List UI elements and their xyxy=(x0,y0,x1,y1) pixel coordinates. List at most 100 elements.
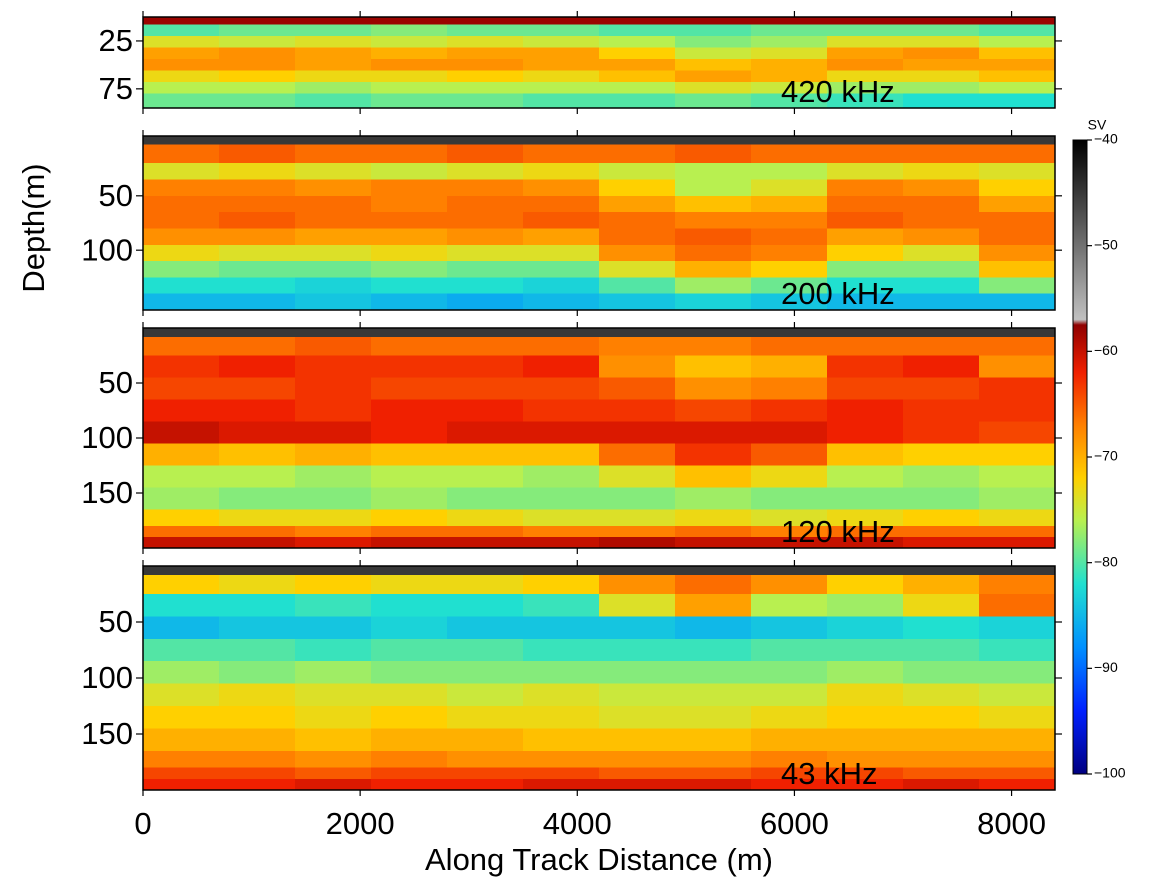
heatmap-cell xyxy=(295,59,372,72)
heatmap-cell xyxy=(523,144,600,164)
heatmap-cell xyxy=(751,526,828,538)
heatmap-cell xyxy=(675,59,752,72)
heatmap-cell xyxy=(903,683,980,707)
heatmap-cell xyxy=(523,574,600,595)
heatmap-cell xyxy=(827,336,904,356)
heatmap-cell xyxy=(599,336,676,356)
heatmap-cell xyxy=(827,594,904,617)
heatmap-cell xyxy=(675,706,752,729)
heatmap-cell xyxy=(447,638,524,662)
heatmap-cell xyxy=(903,706,980,729)
heatmap-cell xyxy=(371,17,448,26)
heatmap-cell xyxy=(219,421,296,444)
heatmap-cell xyxy=(675,24,752,37)
heatmap-cell xyxy=(979,228,1055,246)
heatmap-cell xyxy=(523,179,600,197)
heatmap-cell xyxy=(143,47,220,60)
heatmap-cell xyxy=(599,261,676,278)
heatmap-cell xyxy=(751,36,828,49)
heatmap-cell xyxy=(295,144,372,164)
heatmap-cell xyxy=(979,136,1055,146)
heatmap-cell xyxy=(979,778,1055,790)
heatmap-cell xyxy=(523,594,600,617)
heatmap-cell xyxy=(219,750,296,769)
heatmap-cell xyxy=(295,638,372,662)
heatmap-cell xyxy=(751,706,828,729)
heatmap-cell xyxy=(979,59,1055,72)
heatmap-cell xyxy=(447,778,524,790)
heatmap-cell xyxy=(827,195,904,213)
heatmap-cell xyxy=(295,17,372,26)
heatmap-cell xyxy=(751,136,828,146)
heatmap-cell xyxy=(523,683,600,707)
y-tick-label: 150 xyxy=(81,475,133,510)
heatmap-cell xyxy=(143,144,220,164)
heatmap-cell xyxy=(371,421,448,444)
heatmap-cell xyxy=(903,377,980,400)
heatmap-cell xyxy=(979,24,1055,37)
heatmap-cell xyxy=(219,594,296,617)
heatmap-cell xyxy=(675,195,752,213)
heatmap-cell xyxy=(903,212,980,229)
heatmap-cell xyxy=(523,17,600,26)
heatmap-cell xyxy=(979,293,1055,310)
heatmap-cell xyxy=(295,82,372,95)
heatmap-cell xyxy=(827,566,904,576)
heatmap-cell xyxy=(295,537,372,548)
heatmap-cell xyxy=(447,421,524,444)
heatmap-cell xyxy=(827,244,904,262)
heatmap-cell xyxy=(143,163,220,180)
heatmap-cell xyxy=(143,594,220,617)
heatmap-cell xyxy=(751,70,828,83)
heatmap-cell xyxy=(675,487,752,510)
heatmap-cell xyxy=(979,93,1055,108)
heatmap-cell xyxy=(827,421,904,444)
heatmap-cell xyxy=(903,443,980,466)
heatmap-cell xyxy=(523,163,600,180)
heatmap-cell xyxy=(903,47,980,60)
heatmap-cell xyxy=(903,526,980,538)
heatmap-cell xyxy=(903,179,980,197)
heatmap-cell xyxy=(523,421,600,444)
heatmap-cell xyxy=(827,70,904,83)
heatmap-cell xyxy=(599,179,676,197)
heatmap-cell xyxy=(219,465,296,488)
heatmap-cell xyxy=(447,36,524,49)
heatmap-cell xyxy=(143,82,220,95)
heatmap-cell xyxy=(827,465,904,488)
heatmap-cell xyxy=(903,70,980,83)
heatmap-cell xyxy=(295,47,372,60)
heatmap-cell xyxy=(751,212,828,229)
heatmap-cell xyxy=(599,144,676,164)
heatmap-cell xyxy=(447,136,524,146)
heatmap-cell xyxy=(675,778,752,790)
heatmap-cell xyxy=(219,537,296,548)
heatmap-cell xyxy=(295,443,372,466)
heatmap-cell xyxy=(371,36,448,49)
heatmap-cell xyxy=(295,212,372,229)
heatmap-cell xyxy=(827,328,904,338)
heatmap-cell xyxy=(675,93,752,108)
y-tick-label: 150 xyxy=(81,716,133,751)
heatmap-cell xyxy=(979,421,1055,444)
heatmap-cell xyxy=(143,59,220,72)
heatmap-cell xyxy=(751,195,828,213)
heatmap-cell xyxy=(675,228,752,246)
y-axis-label: Depth(m) xyxy=(16,163,51,292)
heatmap-cell xyxy=(295,336,372,356)
heatmap-cell xyxy=(979,399,1055,422)
heatmap-cell xyxy=(827,574,904,595)
heatmap-cell xyxy=(371,638,448,662)
heatmap-cell xyxy=(219,767,296,780)
heatmap-cell xyxy=(143,750,220,769)
heatmap-cell xyxy=(295,261,372,278)
x-tick-label: 0 xyxy=(134,806,151,841)
heatmap-cell xyxy=(827,767,904,780)
heatmap xyxy=(143,17,1055,108)
heatmap-cell xyxy=(979,526,1055,538)
heatmap-cell xyxy=(827,778,904,790)
colorbar-tick-label: −80 xyxy=(1094,553,1118,569)
y-tick-label: 100 xyxy=(81,660,133,695)
heatmap-cell xyxy=(447,244,524,262)
heatmap-cell xyxy=(219,293,296,310)
